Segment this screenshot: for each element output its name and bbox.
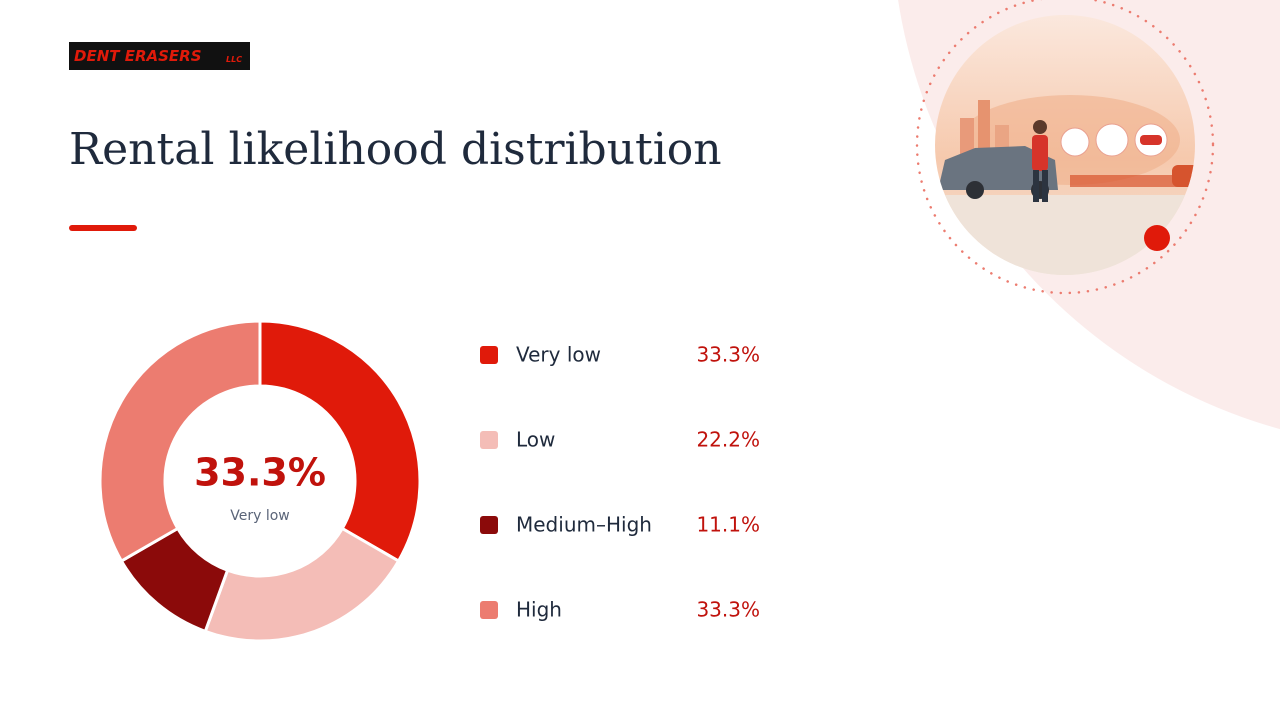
donut <box>98 319 422 643</box>
slice <box>98 319 262 564</box>
legend-swatch <box>480 516 498 534</box>
logo-text: DENT ERASERS <box>74 47 202 65</box>
legend-value: 22.2% <box>696 428 760 452</box>
legend-swatch <box>480 346 498 364</box>
logo-box <box>69 42 250 70</box>
logo-suffix: LLC <box>226 55 242 64</box>
slice <box>203 526 401 643</box>
slice <box>258 319 422 564</box>
legend: Very low 33.3% Low 22.2% Medium–High 11.1% Hig… <box>480 343 760 622</box>
center-category: Very low <box>230 508 290 524</box>
legend-swatch <box>480 601 498 619</box>
legend-label: Low <box>516 428 555 452</box>
center-value: 33.3% <box>194 451 326 495</box>
dotted-ring <box>915 0 1215 295</box>
legend-value: 33.3% <box>696 598 760 622</box>
title-underline <box>69 225 137 231</box>
legend-label: Medium–High <box>516 513 652 537</box>
legend-label: High <box>516 598 562 622</box>
chart-title: Rental likelihood distribution <box>69 124 722 175</box>
legend-label: Very low <box>516 343 601 367</box>
legend-value: 11.1% <box>696 513 760 537</box>
legend-value: 33.3% <box>696 343 760 367</box>
accent-dot <box>1144 225 1170 251</box>
legend-swatch <box>480 431 498 449</box>
